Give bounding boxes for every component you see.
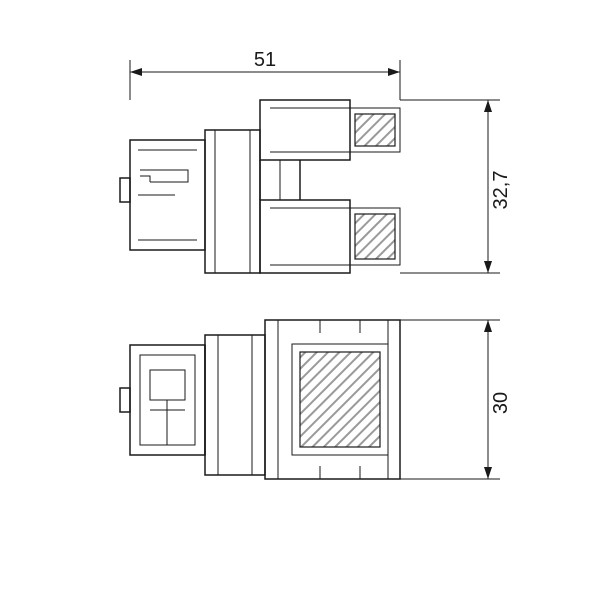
dimension-height-top-label: 32,7 [490, 171, 512, 210]
dimension-height-bottom-label: 30 [490, 392, 512, 414]
technical-drawing: 51 [0, 0, 600, 600]
top-view [120, 100, 400, 273]
dimension-width: 51 [130, 49, 400, 100]
front-view [120, 320, 400, 479]
dimension-width-label: 51 [254, 49, 276, 71]
dimension-height-top: 32,7 [400, 100, 512, 273]
dimension-height-bottom: 30 [400, 320, 512, 479]
